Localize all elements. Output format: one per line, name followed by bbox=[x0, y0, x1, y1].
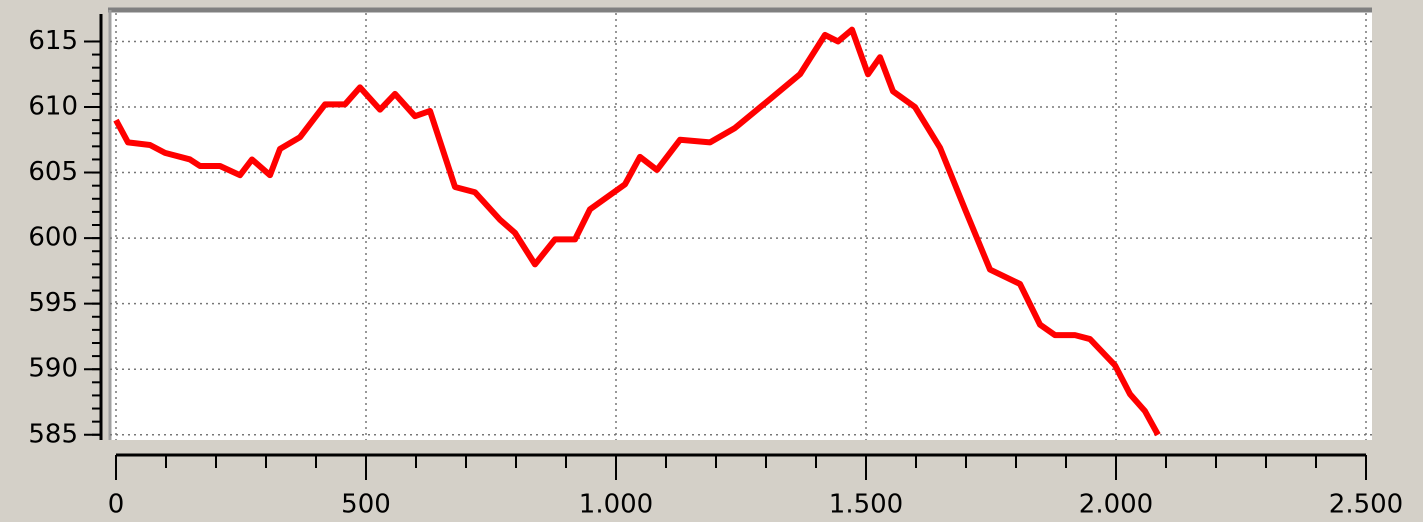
x-tick-label: 2.000 bbox=[1079, 490, 1153, 520]
y-tick-label: 585 bbox=[28, 419, 78, 449]
x-tick-label: 2.500 bbox=[1329, 490, 1403, 520]
plot-area bbox=[110, 10, 1372, 440]
y-tick-label: 605 bbox=[28, 157, 78, 187]
line-series bbox=[113, 26, 1161, 437]
y-tick-label: 615 bbox=[28, 26, 78, 56]
y-tick-label: 590 bbox=[28, 354, 78, 384]
x-tick-label: 1.500 bbox=[829, 490, 903, 520]
y-tick-label: 600 bbox=[28, 223, 78, 253]
x-tick-label: 1.000 bbox=[579, 490, 653, 520]
x-tick-label: 500 bbox=[341, 490, 391, 520]
y-tick-label: 595 bbox=[28, 288, 78, 318]
y-tick-label: 610 bbox=[28, 92, 78, 122]
x-tick-label: 0 bbox=[108, 490, 125, 520]
